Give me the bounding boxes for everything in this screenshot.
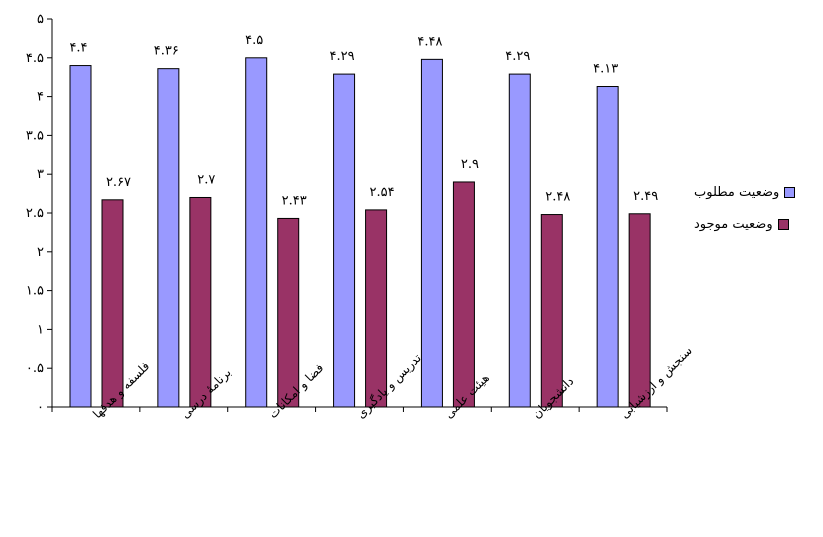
bar-desired [245, 57, 268, 408]
data-label: ۴.۳۶ [154, 44, 179, 59]
bar-desired [333, 73, 356, 408]
chart-bars [69, 57, 651, 408]
y-tick-label: ۲ [37, 245, 44, 260]
y-tick-label: ۰ [37, 400, 44, 415]
y-tick-label: ۱.۵ [26, 284, 44, 299]
chart-axes: ۰ ۰.۵ ۱ ۱.۵ ۲ ۲.۵ ۳ ۳.۵ ۴ ۴.۵ ۵ [26, 12, 668, 415]
data-label: ۴.۲۹ [330, 49, 355, 64]
data-label: ۲.۴۸ [545, 190, 570, 205]
legend-item-current: وضعیت موجود [694, 213, 822, 235]
data-label: ۴.۲۹ [505, 49, 530, 64]
y-tick-label: ۱ [37, 322, 44, 337]
bar-current [189, 196, 212, 408]
bar-current [101, 199, 124, 408]
data-label: ۲.۶۷ [106, 175, 131, 190]
data-label: ۴.۱۳ [593, 62, 618, 77]
y-tick-label: ۳.۵ [26, 128, 44, 143]
data-label: ۲.۷ [197, 172, 215, 187]
data-label: ۴.۵ [245, 33, 263, 48]
legend-label-current: وضعیت موجود [694, 216, 773, 232]
legend-swatch-desired [784, 186, 796, 198]
y-tick-label: ۳ [37, 167, 44, 182]
y-tick-label: ۲.۵ [26, 206, 44, 221]
bar-desired [157, 68, 180, 408]
legend-label-desired: وضعیت مطلوب [694, 184, 780, 200]
legend-swatch-current [777, 218, 789, 230]
bar-current [365, 209, 388, 408]
y-tick-label: ۴ [37, 90, 44, 105]
data-label: ۴.۴۸ [417, 34, 442, 49]
bar-desired [69, 65, 92, 408]
bar-current [452, 181, 475, 408]
data-label: ۲.۴۹ [633, 189, 658, 204]
chart-legend: وضعیت مطلوب وضعیت موجود [694, 181, 822, 245]
data-label: ۴.۴ [69, 41, 87, 56]
y-tick-label: ۴.۵ [26, 51, 44, 66]
bar-desired [420, 58, 443, 408]
bar-desired [596, 86, 619, 408]
y-tick-label: ۵ [37, 12, 44, 27]
data-label: ۲.۵۴ [370, 185, 395, 200]
data-label: ۲.۹ [461, 157, 479, 172]
category-label: تدریس و یادگیری [354, 351, 425, 422]
bar-desired [508, 73, 531, 408]
legend-item-desired: وضعیت مطلوب [694, 181, 822, 203]
bar-current [628, 213, 651, 408]
data-label: ۲.۴۳ [282, 193, 307, 208]
bar-current [277, 217, 300, 408]
bar-current [540, 214, 563, 408]
y-tick-label: ۰.۵ [26, 361, 44, 376]
